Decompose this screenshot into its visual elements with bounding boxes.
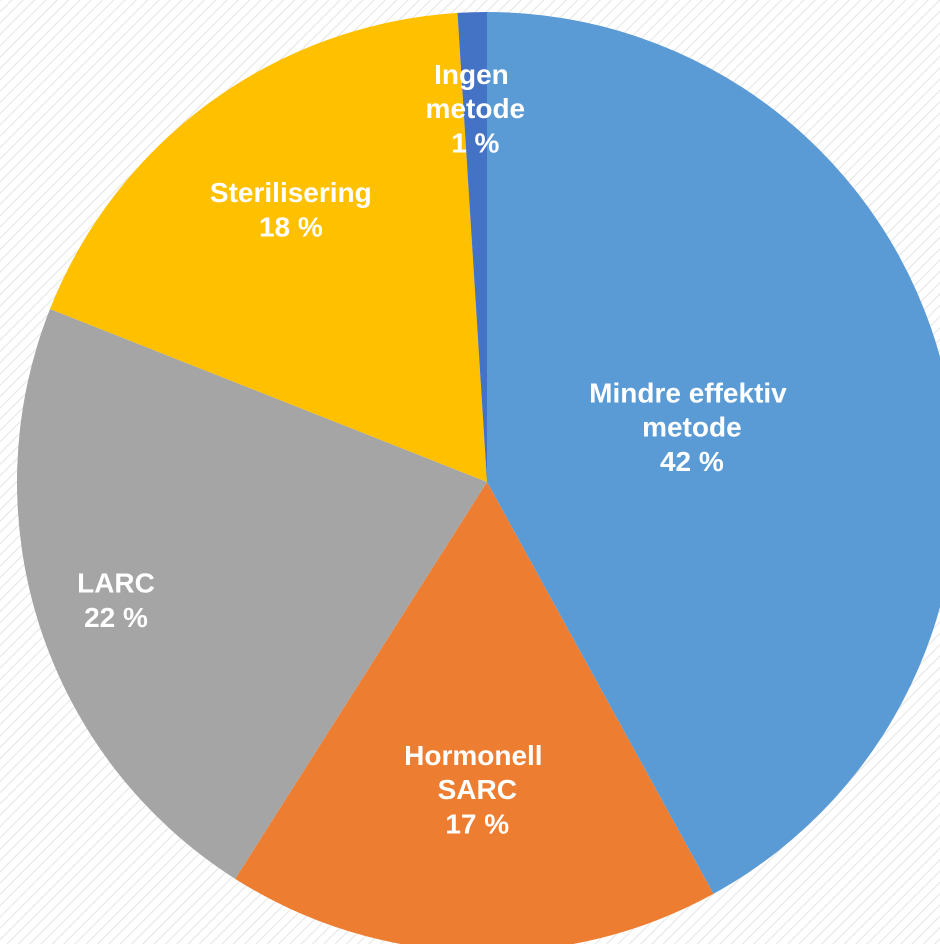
slice-label: Mindre effektiv metode — [589, 378, 794, 443]
pie-slice — [50, 12, 487, 483]
slice-value-label: 18 % — [259, 211, 323, 242]
slice-label: Hormonell SARC — [404, 740, 550, 805]
pie-slice — [487, 12, 940, 894]
slice-value-label: 22 % — [84, 602, 148, 633]
slices — [17, 12, 940, 944]
pie-slice — [235, 482, 714, 944]
slice-value-label: 1 % — [451, 127, 499, 158]
slice-label: LARC — [77, 568, 155, 599]
pie-slice — [17, 308, 487, 879]
pie-slice — [457, 12, 487, 482]
slice-label: Sterilisering — [210, 177, 372, 208]
slice-value-label: 17 % — [445, 808, 509, 839]
slice-value-label: 42 % — [660, 446, 724, 477]
slice-label: Ingen metode — [426, 59, 526, 124]
